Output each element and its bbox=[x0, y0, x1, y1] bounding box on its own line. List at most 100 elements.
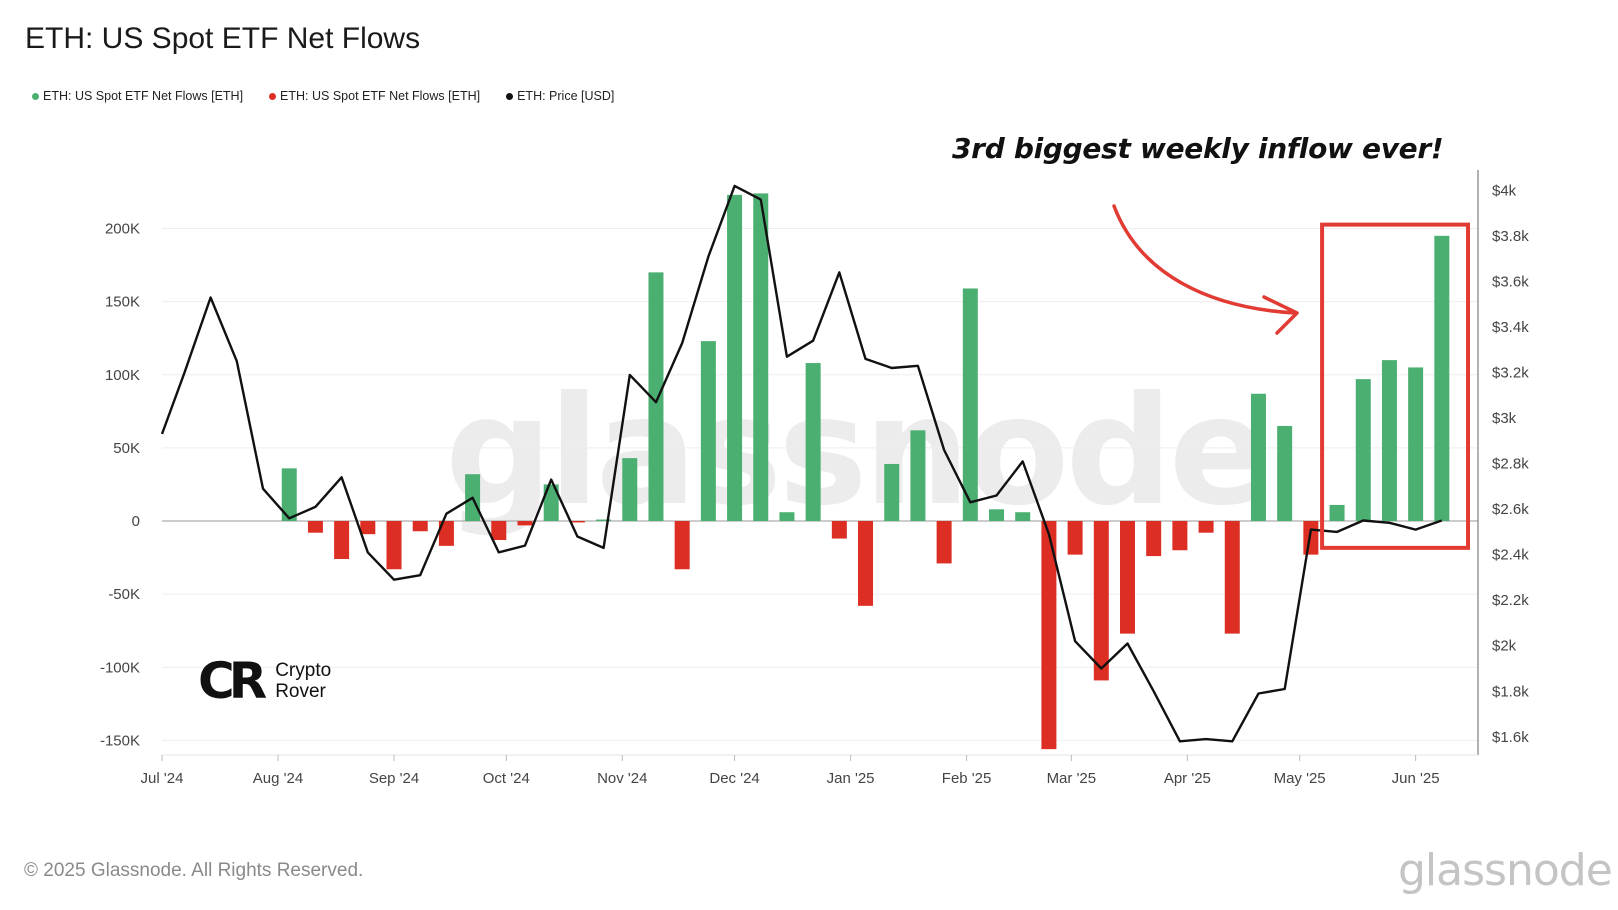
inflow-bar[interactable] bbox=[1355, 379, 1371, 521]
highlight-box bbox=[1320, 222, 1471, 550]
inflow-bar[interactable] bbox=[281, 468, 297, 521]
glassnode-watermark: glassnode bbox=[445, 365, 1271, 539]
inflow-bar[interactable] bbox=[1381, 360, 1397, 521]
inflow-bar[interactable] bbox=[596, 519, 612, 521]
x-tick-label: Nov '24 bbox=[597, 770, 647, 787]
inflow-bar[interactable] bbox=[962, 288, 978, 521]
legend-item-outflows[interactable]: ETH: US Spot ETF Net Flows [ETH] bbox=[269, 89, 480, 103]
annotation-arrow-head bbox=[1262, 295, 1299, 335]
inflow-bar[interactable] bbox=[753, 193, 769, 521]
y-left-tick-label: -100K bbox=[100, 659, 140, 676]
x-tick-label: Feb '25 bbox=[942, 770, 992, 787]
crypto-rover-logo-mark: CR bbox=[198, 652, 267, 710]
y-right-tick-label: $1.8k bbox=[1492, 683, 1529, 700]
inflow-bar[interactable] bbox=[1015, 512, 1031, 521]
logo-line-2: Rover bbox=[275, 681, 326, 702]
inflow-bar[interactable] bbox=[989, 509, 1005, 521]
legend-dot-black bbox=[506, 92, 514, 100]
inflow-bar[interactable] bbox=[622, 458, 638, 521]
y-right-tick-label: $2k bbox=[1492, 638, 1517, 655]
y-right-tick-label: $4k bbox=[1492, 182, 1517, 199]
price-line[interactable] bbox=[160, 184, 1443, 743]
outflow-bar[interactable] bbox=[936, 521, 952, 564]
inflow-bar[interactable] bbox=[700, 341, 716, 521]
legend-label-outflows: ETH: US Spot ETF Net Flows [ETH] bbox=[280, 89, 481, 103]
y-right-tick-label: $3.2k bbox=[1492, 365, 1529, 382]
inflow-bar[interactable] bbox=[1434, 235, 1450, 521]
outflow-bar[interactable] bbox=[1172, 521, 1188, 551]
x-tick-label: Jan '25 bbox=[827, 770, 875, 787]
outflow-bar[interactable] bbox=[491, 521, 507, 541]
y-right-tick-label: $3.4k bbox=[1492, 319, 1529, 336]
outflow-bar[interactable] bbox=[334, 521, 350, 560]
x-tick-label: Apr '25 bbox=[1164, 770, 1211, 787]
legend-item-price[interactable]: ETH: Price [USD] bbox=[506, 89, 614, 103]
inflow-bar[interactable] bbox=[910, 430, 926, 521]
logo-line-1: Crypto bbox=[275, 660, 332, 681]
copyright-footer: © 2025 Glassnode. All Rights Reserved. bbox=[24, 860, 364, 881]
outflow-bar[interactable] bbox=[1093, 521, 1109, 681]
y-left-tick-label: -150K bbox=[100, 732, 140, 749]
price-line-series bbox=[160, 184, 1443, 743]
chart-title: ETH: US Spot ETF Net Flows bbox=[25, 22, 421, 55]
x-tick-label: Aug '24 bbox=[253, 770, 303, 787]
y-right-tick-label: $2.4k bbox=[1492, 547, 1529, 564]
legend-label-inflows: ETH: US Spot ETF Net Flows [ETH] bbox=[43, 89, 244, 103]
glassnode-brand-logo: glassnode bbox=[1398, 845, 1613, 896]
y-right-tick-label: $3.8k bbox=[1492, 228, 1529, 245]
outflow-bar[interactable] bbox=[360, 521, 376, 535]
x-tick-label: Jun '25 bbox=[1392, 770, 1440, 787]
annotation-text: 3rd biggest weekly inflow ever! bbox=[952, 132, 1444, 165]
inflow-bar[interactable] bbox=[1329, 504, 1345, 521]
inflow-bar[interactable] bbox=[779, 512, 795, 521]
bar-series bbox=[281, 193, 1450, 750]
y-left-tick-label: 0 bbox=[132, 513, 140, 530]
y-right-tick-label: $2.8k bbox=[1492, 456, 1529, 473]
x-tick-label: Jul '24 bbox=[141, 770, 184, 787]
inflow-bar[interactable] bbox=[1277, 425, 1293, 521]
y-right-tick-label: $2.2k bbox=[1492, 592, 1529, 609]
x-tick-label: May '25 bbox=[1274, 770, 1326, 787]
inflow-bar[interactable] bbox=[1408, 367, 1424, 521]
annotation-overlay bbox=[1112, 204, 1471, 550]
annotation-arrow bbox=[1112, 204, 1297, 315]
legend: ETH: US Spot ETF Net Flows [ETH] ETH: US… bbox=[32, 89, 614, 103]
outflow-bar[interactable] bbox=[1067, 521, 1083, 555]
outflow-bar[interactable] bbox=[307, 521, 323, 533]
inflow-bar[interactable] bbox=[727, 194, 743, 522]
outflow-bar[interactable] bbox=[1303, 521, 1319, 555]
y-right-tick-label: $3.6k bbox=[1492, 274, 1529, 291]
outflow-bar[interactable] bbox=[1041, 521, 1057, 750]
y-left-tick-label: 150K bbox=[105, 294, 140, 311]
inflow-bar[interactable] bbox=[1250, 393, 1266, 521]
x-tick-label: Dec '24 bbox=[709, 770, 759, 787]
outflow-bar[interactable] bbox=[438, 521, 454, 546]
outflow-bar[interactable] bbox=[858, 521, 874, 606]
outflow-bar[interactable] bbox=[1146, 521, 1162, 557]
outflow-bar[interactable] bbox=[674, 521, 690, 570]
y-right-tick-label: $2.6k bbox=[1492, 501, 1529, 518]
outflow-bar[interactable] bbox=[386, 521, 402, 570]
x-tick-label: Oct '24 bbox=[483, 770, 530, 787]
legend-dot-red bbox=[269, 92, 277, 100]
y-left-tick-label: 200K bbox=[105, 221, 140, 238]
x-tick-label: Sep '24 bbox=[369, 770, 419, 787]
legend-item-inflows[interactable]: ETH: US Spot ETF Net Flows [ETH] bbox=[32, 89, 243, 103]
outflow-bar[interactable] bbox=[412, 521, 428, 532]
outflow-bar[interactable] bbox=[831, 521, 847, 539]
outflow-bar[interactable] bbox=[1119, 521, 1135, 634]
inflow-bar[interactable] bbox=[805, 363, 821, 521]
outflow-bar[interactable] bbox=[1224, 521, 1240, 634]
y-left-tick-label: 100K bbox=[105, 367, 140, 384]
outflow-bar[interactable] bbox=[1198, 521, 1214, 533]
y-left-tick-label: 50K bbox=[113, 440, 140, 457]
x-tick-label: Mar '25 bbox=[1047, 770, 1097, 787]
crypto-rover-logo: CR Crypto Rover bbox=[198, 656, 331, 706]
outflow-bar[interactable] bbox=[517, 521, 533, 526]
outflow-bar[interactable] bbox=[569, 521, 585, 523]
inflow-bar[interactable] bbox=[543, 484, 559, 521]
crypto-rover-logo-text: Crypto Rover bbox=[275, 660, 331, 702]
inflow-bar[interactable] bbox=[884, 463, 900, 521]
inflow-bar[interactable] bbox=[648, 272, 664, 521]
